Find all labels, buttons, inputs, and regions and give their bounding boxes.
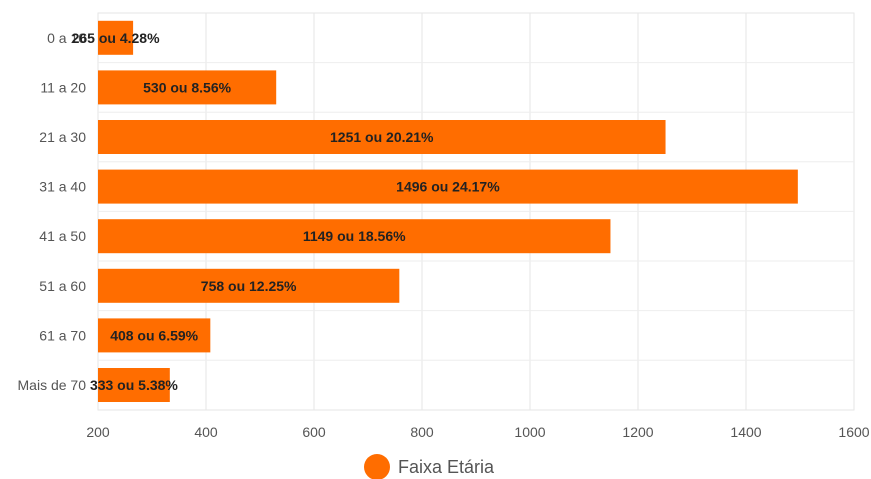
data-labels: 265 ou 4.28% 530 ou 8.56% 1251 ou 20.21% 14… (72, 30, 501, 393)
category-labels: 0 a 10 11 a 20 21 a 30 31 a 40 41 a 50 51 a 6… (18, 30, 87, 393)
data-label: 1251 ou 20.21% (330, 129, 434, 145)
bar (98, 318, 211, 353)
x-tick-label: 1000 (514, 424, 545, 440)
bar (98, 120, 666, 154)
category-label: 41 a 50 (39, 228, 86, 244)
legend[interactable]: Faixa Etária (364, 454, 495, 479)
x-tick-label: 800 (410, 424, 434, 440)
bar (98, 20, 134, 55)
x-tick-label: 200 (86, 424, 110, 440)
bars-group (98, 20, 798, 402)
category-label: 31 a 40 (39, 179, 86, 195)
grid-lines (97, 12, 855, 411)
category-label: 11 a 20 (40, 79, 86, 95)
bar (98, 219, 611, 254)
data-label: 530 ou 8.56% (143, 79, 231, 95)
data-label: 1496 ou 24.17% (396, 179, 500, 195)
data-label: 1149 ou 18.56% (303, 228, 406, 244)
x-tick-label: 600 (302, 424, 326, 440)
data-label: 265 ou 4.28% (72, 30, 160, 46)
category-label: 51 a 60 (39, 278, 86, 294)
bar (98, 368, 170, 402)
data-label: 758 ou 12.25% (201, 278, 297, 294)
data-label: 408 ou 6.59% (110, 327, 198, 343)
x-tick-label: 1600 (838, 424, 869, 440)
bar (98, 70, 277, 105)
bar (98, 268, 400, 303)
category-label: 0 a 10 (47, 30, 86, 46)
x-axis-ticks: 200 400 600 800 1000 1200 1400 1600 (86, 424, 869, 440)
data-label: 333 ou 5.38% (90, 377, 178, 393)
legend-label: Faixa Etária (398, 457, 495, 477)
x-tick-label: 1400 (730, 424, 761, 440)
category-label: Mais de 70 (18, 377, 87, 393)
legend-marker (364, 454, 390, 479)
x-tick-label: 400 (194, 424, 218, 440)
category-label: 21 a 30 (39, 129, 86, 145)
category-label: 61 a 70 (39, 327, 86, 343)
bar (98, 169, 798, 204)
x-tick-label: 1200 (622, 424, 653, 440)
